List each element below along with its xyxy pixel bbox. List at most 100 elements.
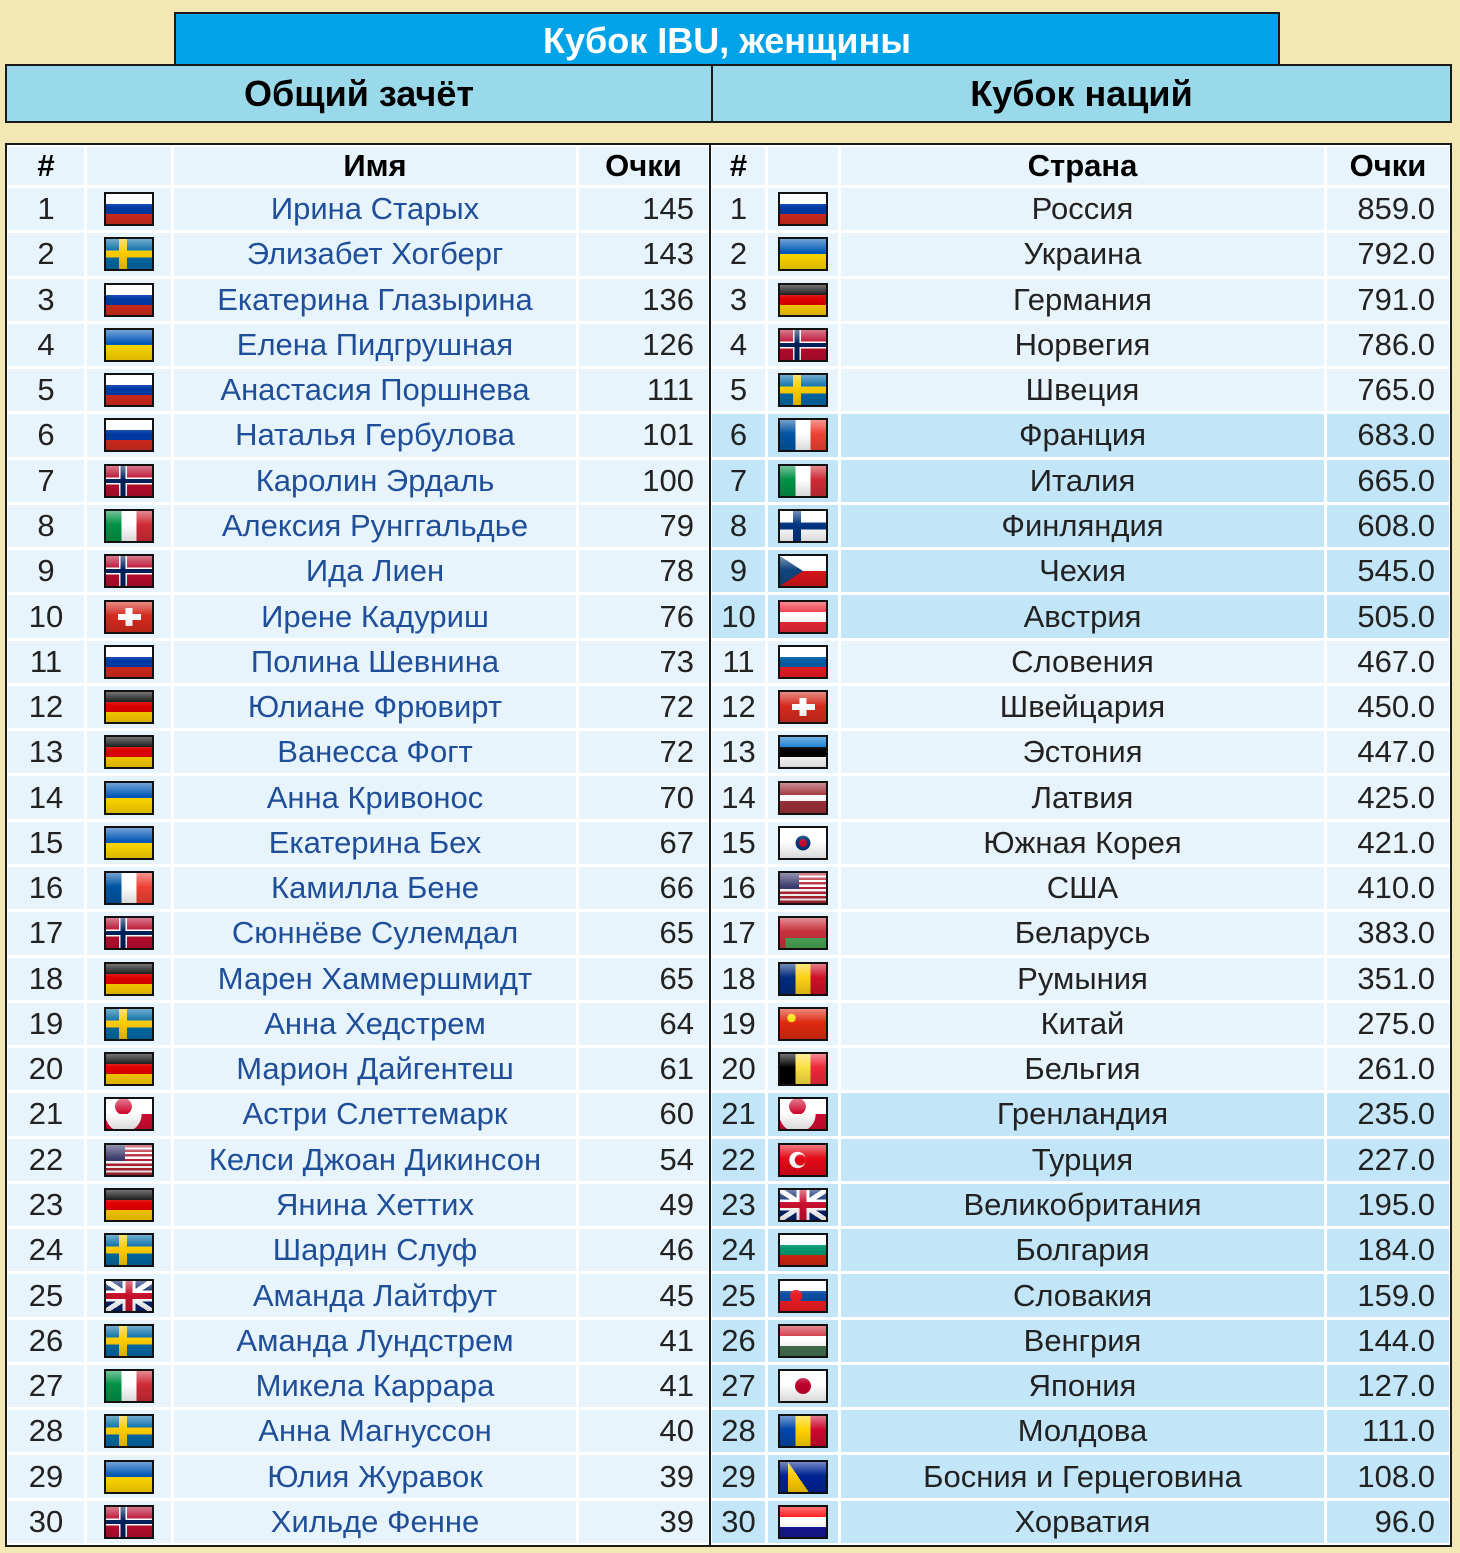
flag-cell	[768, 414, 838, 457]
athlete-link[interactable]: Аманда Лундстрем	[236, 1322, 514, 1358]
flag-cell	[87, 1002, 171, 1046]
athlete-link[interactable]: Екатерина Бех	[268, 824, 482, 860]
athlete-link[interactable]: Анна Кривонос	[266, 779, 484, 815]
points-cell: 786.0	[1327, 323, 1449, 367]
athlete-link[interactable]: Ирина Старых	[270, 191, 480, 227]
country-cell: Австрия	[841, 595, 1324, 638]
flag-cell	[87, 233, 171, 276]
country-cell: Румыния	[841, 957, 1324, 1000]
flag-cell	[87, 640, 171, 683]
points-cell: 66	[579, 866, 708, 910]
flag-swe-icon	[104, 1006, 154, 1041]
athlete-link[interactable]: Сюннёве Сулемдал	[231, 915, 519, 951]
athlete-cell: Аманда Лайтфут	[174, 1274, 576, 1317]
flag-est-icon	[778, 735, 828, 770]
athlete-link[interactable]: Анастасия Поршнева	[220, 372, 530, 408]
country-name: США	[1046, 870, 1119, 906]
rank-cell: 24	[8, 1229, 84, 1272]
country-name: Великобритания	[963, 1186, 1202, 1222]
points-cell: 143	[579, 233, 708, 276]
flag-fra-icon	[104, 871, 154, 906]
flag-cell	[768, 233, 838, 276]
flag-cell	[768, 731, 838, 774]
flag-cze-icon	[778, 554, 828, 589]
flag-cell	[87, 821, 171, 864]
country-cell: Словакия	[841, 1274, 1324, 1317]
athlete-cell: Ирина Старых	[174, 188, 576, 231]
points-cell: 76	[579, 595, 708, 638]
flag-ger-icon	[778, 282, 828, 317]
athlete-link[interactable]: Наталья Гербулова	[235, 417, 515, 453]
flag-ukr-icon	[104, 780, 154, 815]
athlete-cell: Наталья Гербулова	[174, 414, 576, 457]
athlete-link[interactable]: Ванесса Фогт	[277, 734, 473, 770]
flag-ita-icon	[104, 1369, 154, 1404]
country-name: Италия	[1029, 462, 1136, 498]
country-name: Эстония	[1022, 734, 1143, 770]
country-name: Украина	[1023, 236, 1142, 272]
athlete-link[interactable]: Анна Магнуссон	[258, 1413, 492, 1449]
athlete-link[interactable]: Камилла Бене	[271, 870, 479, 906]
athlete-link[interactable]: Ирене Кадуриш	[261, 598, 489, 634]
flag-gbr-icon	[104, 1278, 154, 1313]
points-cell: 227.0	[1327, 1138, 1449, 1181]
rank-cell: 9	[712, 550, 765, 593]
flag-aut-icon	[778, 599, 828, 634]
flag-cell	[87, 1319, 171, 1362]
athlete-link[interactable]: Анна Хедстрем	[264, 1005, 486, 1041]
flag-cell	[768, 685, 838, 729]
points-cell: 60	[579, 1093, 708, 1136]
header-rank: #	[8, 147, 84, 185]
flag-ukr-icon	[778, 237, 828, 272]
athlete-link[interactable]: Юлиане Фрювирт	[247, 689, 503, 725]
flag-nor-icon	[104, 554, 154, 589]
flag-cell	[768, 912, 838, 955]
country-cell: Япония	[841, 1364, 1324, 1408]
country-name: Хорватия	[1014, 1503, 1151, 1539]
points-cell: 145	[579, 188, 708, 231]
country-cell: Швеция	[841, 369, 1324, 412]
flag-cell	[768, 1364, 838, 1408]
flag-ger-icon	[104, 961, 154, 996]
flag-grl-icon	[778, 1097, 828, 1132]
athlete-link[interactable]: Полина Шевнина	[250, 643, 500, 679]
country-name: Румыния	[1017, 960, 1148, 996]
athlete-cell: Камилла Бене	[174, 866, 576, 910]
rank-cell: 17	[712, 912, 765, 955]
athlete-link[interactable]: Элизабет Хогберг	[246, 236, 504, 272]
flag-ger-icon	[104, 735, 154, 770]
athlete-cell: Анна Хедстрем	[174, 1002, 576, 1046]
athlete-link[interactable]: Алексия Рунггальдье	[221, 507, 529, 543]
flag-swe-icon	[104, 1233, 154, 1268]
rank-cell: 10	[8, 595, 84, 638]
athlete-link[interactable]: Янина Хеттих	[276, 1186, 474, 1222]
athlete-link[interactable]: Астри Слеттемарк	[242, 1096, 508, 1132]
flag-rus-icon	[104, 192, 154, 227]
country-name: Австрия	[1023, 598, 1142, 634]
athlete-link[interactable]: Каролин Эрдаль	[255, 462, 495, 498]
country-cell: Гренландия	[841, 1093, 1324, 1136]
athlete-link[interactable]: Юлия Журавок	[267, 1458, 483, 1494]
country-name: Финляндия	[1001, 507, 1164, 543]
points-cell: 65	[579, 912, 708, 955]
flag-gbr-icon	[778, 1187, 828, 1222]
athlete-link[interactable]: Марен Хаммершмидт	[217, 960, 533, 996]
points-cell: 859.0	[1327, 188, 1449, 231]
athlete-link[interactable]: Аманда Лайтфут	[252, 1277, 498, 1313]
athlete-link[interactable]: Ида Лиен	[305, 553, 445, 589]
athlete-link[interactable]: Келси Джоан Дикинсон	[208, 1141, 542, 1177]
athlete-link[interactable]: Шардин Слуф	[272, 1232, 478, 1268]
athlete-link[interactable]: Елена Пидгрушная	[236, 326, 514, 362]
rank-cell: 29	[712, 1455, 765, 1498]
athlete-link[interactable]: Хильде Фенне	[270, 1503, 480, 1539]
athlete-link[interactable]: Марион Дайгентеш	[236, 1051, 514, 1087]
athlete-link[interactable]: Екатерина Глазырина	[217, 281, 533, 317]
country-cell: Китай	[841, 1002, 1324, 1046]
flag-cell	[768, 369, 838, 412]
country-cell: Хорватия	[841, 1500, 1324, 1543]
flag-rus-icon	[104, 373, 154, 408]
flag-bih-icon	[778, 1459, 828, 1494]
rank-cell: 21	[712, 1093, 765, 1136]
athlete-link[interactable]: Микела Каррара	[255, 1368, 495, 1404]
nations-cup-table: # Страна Очки 1 Россия 859.0 2 Украина 792.0 3 Гер…	[711, 145, 1450, 1545]
